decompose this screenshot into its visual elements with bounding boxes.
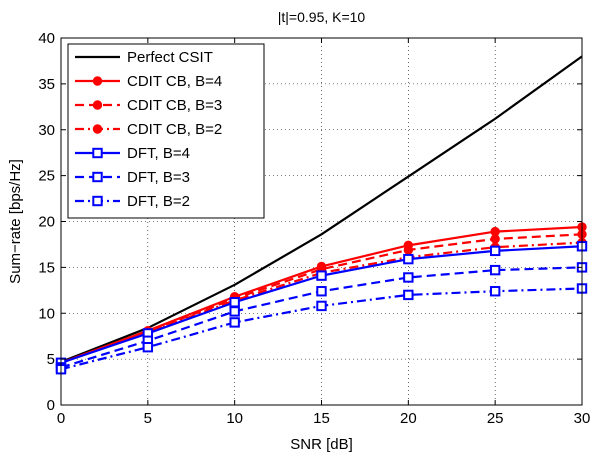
x-axis-label: SNR [dB] xyxy=(290,436,353,453)
legend-entry: Perfect CSIT xyxy=(75,49,213,66)
legend-entry: DFT, B=3 xyxy=(75,169,190,186)
series-marker xyxy=(489,245,501,257)
series-marker xyxy=(403,253,414,265)
series-marker xyxy=(403,272,414,283)
legend-label: DFT, B=4 xyxy=(127,145,190,162)
legend-entry: DFT, B=4 xyxy=(75,145,190,162)
tick-layer: 0 5 10 15 20 25 30 0 5 10 15 20 25 30 35 40 xyxy=(38,30,590,427)
legend-label: DFT, B=2 xyxy=(127,193,190,210)
series-marker xyxy=(403,289,414,301)
series-marker xyxy=(489,286,501,297)
series-marker xyxy=(229,306,240,317)
legend-entry: DFT, B=2 xyxy=(75,193,190,210)
y-tick-label: 35 xyxy=(38,76,55,93)
series-marker xyxy=(229,317,240,328)
x-tick-label: 20 xyxy=(400,410,417,427)
x-tick-label: 25 xyxy=(487,410,504,427)
x-tick-label: 30 xyxy=(574,410,591,427)
legend-entry: CDIT CB, B=4 xyxy=(75,73,222,90)
y-tick-label: 40 xyxy=(38,30,55,47)
legend-marker xyxy=(92,195,103,207)
x-tick-label: 10 xyxy=(226,410,243,427)
legend-label: CDIT CB, B=3 xyxy=(127,97,222,114)
legend-label: CDIT CB, B=4 xyxy=(127,73,222,90)
legend-marker xyxy=(92,76,103,86)
legend-marker xyxy=(92,100,103,110)
series-marker xyxy=(316,270,327,281)
legend-label: Perfect CSIT xyxy=(127,49,213,66)
legend: Perfect CSIT CDIT CB, B=4 CDIT CB, B=3 CDIT… xyxy=(67,43,265,219)
series-marker xyxy=(490,234,500,244)
y-tick-label: 0 xyxy=(47,397,55,414)
x-tick-label: 0 xyxy=(57,410,65,427)
y-tick-label: 10 xyxy=(38,305,55,322)
y-tick-label: 25 xyxy=(38,168,55,185)
legend-label: CDIT CB, B=2 xyxy=(127,121,222,138)
series-marker xyxy=(316,286,327,297)
legend-label: DFT, B=3 xyxy=(127,169,190,186)
series-marker xyxy=(489,264,501,276)
y-tick-label: 30 xyxy=(38,122,55,139)
legend-marker xyxy=(92,147,103,159)
legend-marker xyxy=(92,171,103,183)
y-tick-label: 5 xyxy=(47,351,55,368)
legend-entry: CDIT CB, B=2 xyxy=(75,121,222,138)
series-marker xyxy=(142,341,154,353)
legend-marker xyxy=(92,124,103,134)
x-tick-label: 5 xyxy=(144,410,152,427)
y-tick-label: 15 xyxy=(38,259,55,276)
legend-entry: CDIT CB, B=3 xyxy=(75,97,222,114)
y-tick-label: 20 xyxy=(38,214,55,231)
y-axis-label: Sum−rate [bps/Hz] xyxy=(7,159,24,284)
chart-title: |t|=0.95, K=10 xyxy=(278,9,366,25)
series-marker xyxy=(316,300,327,312)
x-tick-label: 15 xyxy=(313,410,330,427)
series-marker xyxy=(229,297,240,308)
